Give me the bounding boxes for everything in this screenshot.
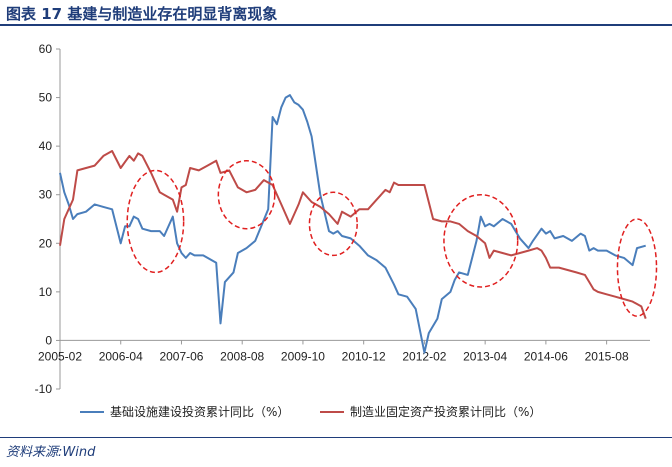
y-tick-label: 50 <box>39 91 53 105</box>
y-tick-label: 60 <box>39 42 53 56</box>
dashed-ellipse-annotation <box>443 193 519 288</box>
series-lines <box>59 94 647 354</box>
series-line-manufacturing <box>59 150 647 319</box>
y-tick-label: 0 <box>45 333 52 347</box>
x-tick-label: 2008-08 <box>220 349 264 363</box>
y-tick-label: 30 <box>39 188 53 202</box>
y-tick-label: 20 <box>39 236 53 250</box>
source-note: 资料来源:Wind <box>6 445 96 460</box>
title-underline <box>0 24 672 26</box>
dashed-ellipse-annotation <box>616 218 658 317</box>
annotations <box>126 159 658 317</box>
y-tick-label: 40 <box>39 139 53 153</box>
footer-rule <box>0 437 672 438</box>
chart-title: 图表 17 基建与制造业存在明显背离现象 <box>6 5 278 23</box>
y-tick-label: 10 <box>39 285 53 299</box>
y-tick-label: -10 <box>35 382 53 396</box>
x-tick-label: 2013-04 <box>463 349 507 363</box>
dashed-ellipse-annotation <box>217 159 276 230</box>
x-tick-label: 2014-06 <box>524 349 568 363</box>
x-tick-label: 2007-06 <box>159 349 203 363</box>
x-tick-label: 2010-12 <box>342 349 386 363</box>
legend-label: 基础设施建设投资累计同比（%） <box>110 404 289 419</box>
x-tick-label: 2009-10 <box>281 349 325 363</box>
legend-label: 制造业固定资产投资累计同比（%） <box>350 404 541 419</box>
x-tick-label: 2006-04 <box>99 349 143 363</box>
legend: 基础设施建设投资累计同比（%） 制造业固定资产投资累计同比（%） <box>80 404 541 419</box>
axes: -10 0 10 20 30 40 50 60 2005-02 2006-04 2007-06 200… <box>35 42 650 396</box>
x-tick-label: 2012-02 <box>402 349 446 363</box>
dashed-ellipse-annotation <box>126 169 185 274</box>
dashed-ellipse-annotation <box>308 191 358 257</box>
series-line-infrastructure <box>59 94 646 354</box>
x-tick-label: 2005-02 <box>38 349 82 363</box>
x-tick-label: 2015-08 <box>585 349 629 363</box>
